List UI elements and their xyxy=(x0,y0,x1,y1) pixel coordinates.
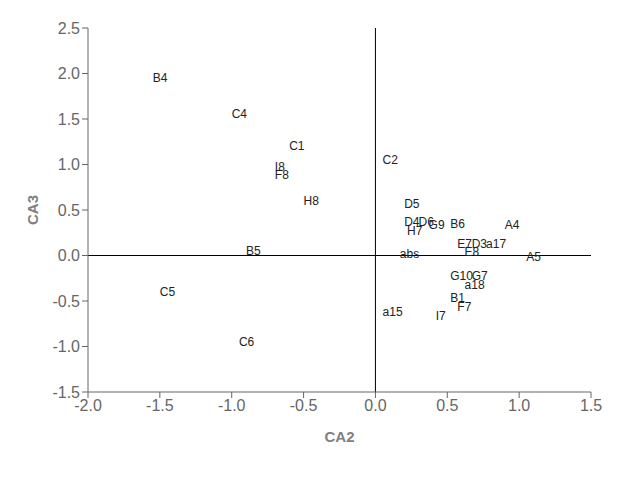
svg-text:F7: F7 xyxy=(457,300,471,314)
svg-text:B4: B4 xyxy=(153,71,168,85)
svg-text:0.5: 0.5 xyxy=(436,397,458,414)
svg-text:CA3: CA3 xyxy=(24,195,41,225)
svg-text:-0.5: -0.5 xyxy=(290,397,318,414)
svg-text:1.5: 1.5 xyxy=(58,111,80,128)
svg-text:H8: H8 xyxy=(304,194,320,208)
svg-text:0.0: 0.0 xyxy=(364,397,386,414)
svg-text:a18: a18 xyxy=(465,278,485,292)
svg-text:D5: D5 xyxy=(404,197,420,211)
svg-text:0.5: 0.5 xyxy=(58,202,80,219)
svg-text:A5: A5 xyxy=(526,250,541,264)
svg-text:a15: a15 xyxy=(383,305,403,319)
svg-text:C5: C5 xyxy=(160,285,176,299)
svg-text:A4: A4 xyxy=(505,218,520,232)
svg-text:-1.5: -1.5 xyxy=(52,384,80,401)
svg-text:1.5: 1.5 xyxy=(580,397,602,414)
svg-text:1.0: 1.0 xyxy=(58,156,80,173)
svg-text:I7: I7 xyxy=(436,309,446,323)
svg-text:-0.5: -0.5 xyxy=(52,293,80,310)
svg-text:0.0: 0.0 xyxy=(58,247,80,264)
svg-text:2.0: 2.0 xyxy=(58,65,80,82)
svg-text:G9: G9 xyxy=(429,218,445,232)
svg-text:2.5: 2.5 xyxy=(58,20,80,37)
svg-text:H7: H7 xyxy=(407,224,423,238)
svg-text:F8: F8 xyxy=(275,168,289,182)
svg-text:C4: C4 xyxy=(232,107,248,121)
svg-text:-1.5: -1.5 xyxy=(146,397,174,414)
svg-text:C6: C6 xyxy=(239,335,255,349)
svg-text:-1.0: -1.0 xyxy=(218,397,246,414)
svg-text:C1: C1 xyxy=(289,139,305,153)
svg-text:B6: B6 xyxy=(450,217,465,231)
svg-text:-1.0: -1.0 xyxy=(52,338,80,355)
svg-text:1.0: 1.0 xyxy=(508,397,530,414)
svg-text:CA2: CA2 xyxy=(324,428,354,445)
svg-text:a17: a17 xyxy=(486,237,506,251)
svg-text:C2: C2 xyxy=(383,153,399,167)
svg-text:E8: E8 xyxy=(465,245,480,259)
svg-text:abs: abs xyxy=(400,247,419,261)
svg-text:B5: B5 xyxy=(246,244,261,258)
